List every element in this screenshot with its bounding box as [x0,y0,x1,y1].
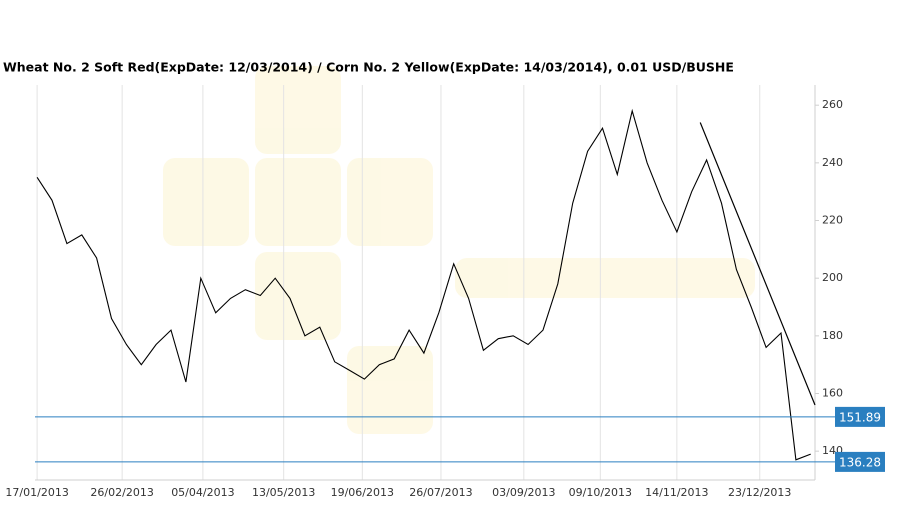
y-tick-label: 260 [822,98,843,111]
chart-title: Wheat No. 2 Soft Red(ExpDate: 12/03/2014… [3,60,734,75]
x-tick-label: 05/04/2013 [171,486,234,499]
y-tick-label: 160 [822,387,843,400]
x-tick-label: 13/05/2013 [252,486,315,499]
x-tick-label: 26/02/2013 [90,486,153,499]
y-tick-label: 200 [822,271,843,284]
x-tick-label: 23/12/2013 [728,486,791,499]
x-tick-label: 09/10/2013 [569,486,632,499]
y-tick-label: 180 [822,329,843,342]
data-line [36,108,811,461]
x-tick-label: 14/11/2013 [645,486,708,499]
y-tick-label: 220 [822,214,843,227]
price-label-box [835,451,885,472]
x-tick-label: 19/06/2013 [331,486,394,499]
y-tick-label: 240 [822,156,843,169]
x-tick-label: 26/07/2013 [409,486,472,499]
price-label: 151.89 [839,410,881,424]
price-label-box [835,406,885,427]
watermark [163,66,755,434]
x-tick-label: 03/09/2013 [492,486,555,499]
x-tick-label: 17/01/2013 [5,486,68,499]
trendline [699,122,816,406]
price-label: 136.28 [839,455,881,469]
